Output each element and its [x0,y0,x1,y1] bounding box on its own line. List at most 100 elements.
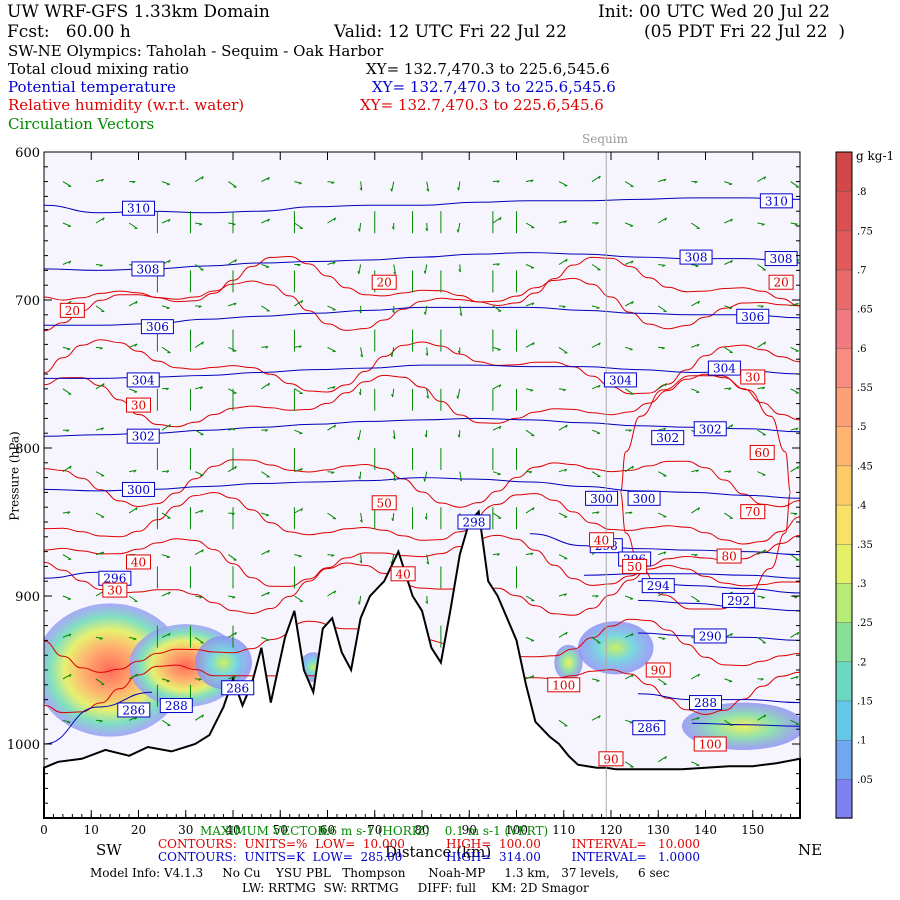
circulation-vector [391,347,395,357]
colorbar-tick-label: .35 [857,540,873,551]
circulation-vector [790,302,799,307]
circulation-vector [95,427,104,431]
x-tick-label: 120 [600,823,623,837]
circulation-vector-head [198,678,202,681]
field-vectors-name: Circulation Vectors [8,115,155,133]
circulation-vector [658,512,667,518]
x-tick-label: 140 [694,823,717,837]
circulation-vector [757,264,766,271]
theta-contour-line [44,252,800,271]
circulation-vector-head [165,387,169,391]
circulation-vector-head [333,217,337,221]
circulation-vector-head [393,271,396,275]
circulation-vector-head [359,519,363,523]
circulation-vector-head [456,395,459,399]
circulation-vector-head [332,386,336,389]
circulation-vector [757,714,766,721]
circulation-vector [624,388,634,395]
circulation-vector-head [168,591,171,595]
theta-label-box [131,261,165,277]
circulation-vector [228,427,236,431]
colorbar-swatch [835,426,853,467]
circulation-vector [525,264,535,269]
circulation-vector-head [496,263,500,266]
circulation-vector-head [135,673,138,677]
circulation-vector [128,343,138,348]
circulation-vector [790,181,800,188]
circulation-vector [691,507,700,514]
circulation-vector-head [729,183,733,186]
rh-label: 20 [65,304,80,318]
circulation-vector [691,222,700,230]
circulation-vector [558,468,567,473]
theta-label: 300 [633,492,656,506]
circulation-vector [558,424,568,431]
circulation-vector [161,218,171,224]
circulation-vector [228,675,237,680]
circulation-vector-head [265,514,270,517]
circulation-vector [624,633,634,638]
circulation-vector-head [530,179,534,183]
circulation-vector [658,217,667,224]
circulation-vector [724,678,733,682]
circulation-vector [62,673,72,680]
rh-label-box [598,751,624,767]
circulation-vector-head [168,633,171,637]
circulation-vector-head [267,591,270,595]
circulation-vector-head [201,341,204,345]
rh-label: 40 [395,567,410,581]
circulation-vector-head [425,352,429,356]
circulation-vector-head [728,470,732,474]
circulation-vector [360,347,363,358]
circulation-vector [558,346,568,354]
circulation-vector-head [358,476,361,480]
circulation-vector-head [562,389,566,392]
theta-label: 302 [699,422,722,436]
rh-label-box [740,504,766,520]
forecast-hour: Fcst: 60.00 h [7,22,131,42]
circulation-vector [424,471,428,482]
circulation-vector [62,595,71,600]
circulation-vector-head [234,259,237,263]
theta-label-box [117,702,151,718]
circulation-vector-head [730,633,733,637]
circulation-vector-head [763,549,767,553]
circulation-vector [724,181,733,185]
circulation-vector-head [198,305,202,308]
circulation-vector [62,465,72,473]
circulation-vector [261,218,270,224]
circulation-vector [459,305,463,316]
theta-label-box [126,428,160,444]
theta-label-box [140,319,174,335]
circulation-vector-head [664,756,667,760]
circulation-vector-head [333,590,337,594]
circulation-vector-head [499,217,502,221]
circulation-vector [492,471,501,475]
circulation-vector-head [532,507,535,511]
circulation-vector [95,512,105,518]
circulation-vector [724,218,733,224]
circulation-vector [790,631,800,638]
circulation-vector-head [425,600,428,604]
circulation-vector [128,673,138,680]
circulation-vector-head [67,721,71,724]
circulation-vector-head [598,715,601,719]
circulation-vector [724,305,733,309]
model-title: UW WRF-GFS 1.33km Domain [7,2,270,22]
circulation-vector-head [331,181,335,184]
circulation-vector [194,429,204,436]
rh-label: 30 [131,399,146,413]
colorbar-swatch [835,190,853,232]
circulation-vector [95,719,103,722]
circulation-vector [261,382,270,390]
circulation-vector-head [426,188,429,192]
circulation-vector-head [629,225,634,227]
circulation-vector-head [134,343,138,347]
circulation-vector-head [629,348,633,351]
circulation-vector [658,471,667,477]
circulation-vector-head [696,469,699,473]
theta-label-box [122,481,155,497]
theta-label: 302 [656,431,679,445]
circulation-vector [327,554,335,556]
circulation-vector [294,299,303,307]
